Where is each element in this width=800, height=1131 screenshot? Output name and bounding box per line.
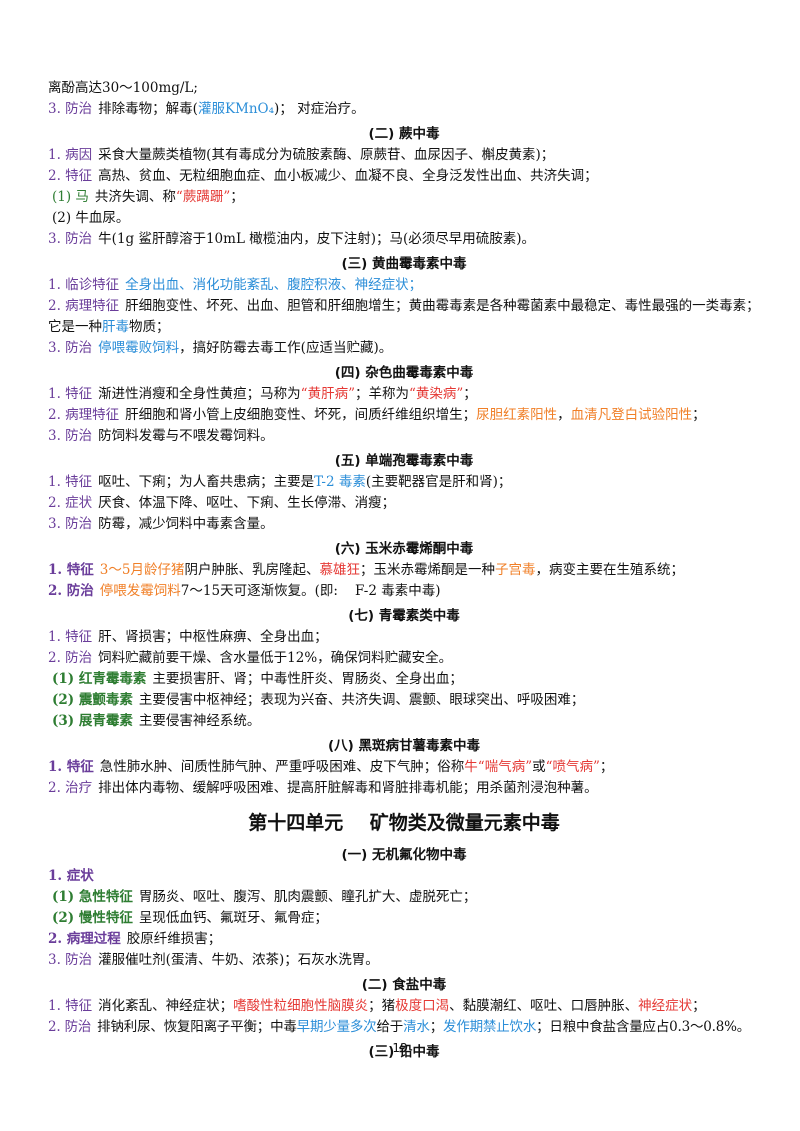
- text-line: 2. 防治 饲料贮藏前要干燥、含水量低于12%，确保饲料贮藏安全。: [48, 650, 453, 666]
- text-line: 1. 特征 肝、肾损害；中枢性麻痹、全身出血；: [48, 629, 328, 645]
- highlight: “蕨蹒跚”: [175, 189, 231, 205]
- section-heading: (四) 杂色曲霉毒素中毒: [334, 365, 474, 381]
- text-line: 1. 特征 渐进性消瘦和全身性黄疸；马称为“黄肝病”；羊称为“黄染病”；: [48, 386, 477, 402]
- item-number: 2. 病理特征: [48, 407, 120, 423]
- text-line: 1. 病因 采食大量蕨类植物(其有毒成分为硫胺素酶、原蕨苷、血尿因子、槲皮黄素)；: [48, 147, 555, 163]
- text-line: (3) 展青霉素 主要侵害神经系统。: [52, 713, 261, 729]
- highlight: 极度口渴: [395, 998, 450, 1014]
- highlight: 3～5月龄仔猪: [99, 562, 185, 578]
- sub-item: (1) 红青霉毒素: [52, 671, 147, 687]
- section-heading: (二) 蕨中毒: [368, 126, 440, 142]
- highlight: “喷气病”: [545, 759, 600, 775]
- highlight: 牛“喘气病”: [464, 759, 533, 775]
- section-heading: (五) 单端孢霉毒素中毒: [334, 453, 474, 469]
- item-number: 3. 防治: [48, 340, 93, 356]
- highlight: 尿胆红素阳性: [476, 407, 558, 423]
- highlight: 早期少量多次: [296, 1019, 377, 1035]
- section-heading: (八) 黑斑病甘薯毒素中毒: [327, 738, 481, 754]
- text-line: 离酚高达30～100mg/L;: [48, 80, 198, 96]
- section-heading: (三) 铅中毒: [368, 1044, 440, 1060]
- item-number: 1. 特征: [48, 759, 94, 775]
- text-line: 2. 病理特征 肝细胞变性、坏死、出血、胆管和肝细胞增生；黄曲霉毒素是各种霉菌素中…: [48, 298, 760, 335]
- document-page: 离酚高达30～100mg/L; 3. 防治 排除毒物；解毒(灌服KMnO₄)； 对…: [48, 78, 760, 1063]
- text-line: 3. 防治 防霉，减少饲料中毒素含量。: [48, 516, 274, 532]
- item-number: 2. 症状: [48, 495, 93, 511]
- item-number: 3. 防治: [48, 516, 93, 532]
- text-line: 1. 症状: [48, 866, 760, 887]
- item-number: 1. 临诊特征: [48, 277, 120, 293]
- highlight: 发作期禁止饮水: [443, 1019, 537, 1035]
- text-line: 2. 病理过程 胶原纤维损害；: [48, 931, 222, 947]
- item-number: 1. 特征: [48, 562, 94, 578]
- text-line: (1) 急性特征 胃肠炎、呕吐、腹泻、肌肉震颤、瞳孔扩大、虚脱死亡；: [52, 889, 477, 905]
- section-heading: (六) 玉米赤霉烯酮中毒: [334, 541, 474, 557]
- text-line: (2) 牛血尿。: [52, 210, 130, 226]
- item-number: 1. 特征: [48, 474, 93, 490]
- text-line: (1) 红青霉毒素 主要损害肝、肾；中毒性肝炎、胃肠炎、全身出血；: [52, 671, 463, 687]
- highlight: 慕雄狂: [319, 562, 360, 578]
- sub-item: (1) 急性特征: [52, 889, 133, 905]
- item-number: 3. 防治: [48, 231, 93, 247]
- highlight: 子宫毒: [494, 562, 536, 578]
- item-number: 1. 特征: [48, 629, 93, 645]
- highlight: 血清凡登白试验阳性: [570, 407, 693, 423]
- item-number: 2. 防治: [48, 1019, 92, 1035]
- page-number: 13: [392, 1041, 408, 1055]
- highlight: 清水: [403, 1019, 430, 1035]
- highlight: 嗜酸性粒细胞性脑膜炎: [233, 998, 369, 1014]
- text-line: 3. 防治 排除毒物；解毒(灌服KMnO₄)； 对症治疗。: [48, 101, 365, 117]
- highlight: 神经症状: [638, 998, 693, 1014]
- item-number: 3. 防治: [48, 101, 93, 117]
- item-number: 2. 病理过程: [48, 931, 121, 947]
- text-line: 3. 防治 防饲料发霉与不喂发霉饲料。: [48, 428, 274, 444]
- text-line: 3. 防治 停喂霉败饲料，搞好防霉去毒工作(应适当贮藏)。: [48, 340, 393, 356]
- highlight: 灌服KMnO₄: [197, 101, 275, 117]
- highlight: 停喂霉败饲料: [98, 340, 180, 356]
- text-line: 2. 治疗 排出体内毒物、缓解呼吸困难、提高肝脏解毒和肾脏排毒机能；用杀菌剂浸泡种…: [48, 780, 598, 796]
- item-number: 3. 防治: [48, 428, 93, 444]
- text-line: (2) 慢性特征 呈现低血钙、氟斑牙、氟骨症；: [52, 910, 328, 926]
- item-number: 1. 特征: [48, 998, 93, 1014]
- text-line: 2. 特征 高热、贫血、无粒细胞血症、血小板减少、血凝不良、全身泛发性出血、共济失…: [48, 168, 598, 184]
- text-line: (2) 震颤毒素 主要侵害中枢神经；表现为兴奋、共济失调、震颤、眼球突出、呼吸困难…: [52, 692, 585, 708]
- item-number: 1. 病因: [48, 147, 93, 163]
- item-number: 1. 症状: [48, 868, 94, 884]
- text-line: 3. 防治 牛(1g 鲨肝醇溶于10mL 橄榄油内，皮下注射)；马(必须尽早用硫胺…: [48, 231, 535, 247]
- text-line: 3. 防治 灌服催吐剂(蛋清、牛奶、浓茶)；石灰水洗胃。: [48, 952, 379, 968]
- sub-item: (1) 马: [52, 189, 89, 205]
- item-number: 3. 防治: [48, 952, 93, 968]
- text-line: 2. 症状 厌食、体温下降、呕吐、下痢、生长停滞、消瘦；: [48, 495, 396, 511]
- unit-title: 第十四单元 矿物类及微量元素中毒: [248, 812, 560, 834]
- text-line: 1. 特征 呕吐、下痢；为人畜共患病；主要是T-2 毒素(主要靶器官是肝和肾)；: [48, 474, 512, 490]
- highlight: “黄肝病”: [300, 386, 355, 402]
- text-line: 1. 特征 急性肺水肿、间质性肺气肿、严重呼吸困难、皮下气肿；俗称牛“喘气病”或“…: [48, 759, 614, 775]
- item-number: 2. 病理特征: [48, 298, 120, 314]
- item-number: 2. 防治: [48, 583, 94, 599]
- section-heading: (一) 无机氟化物中毒: [341, 847, 467, 863]
- item-number: 2. 治疗: [48, 780, 93, 796]
- text-line: 1. 临诊特征 全身出血、消化功能紊乱、腹腔积液、神经症状；: [48, 275, 760, 296]
- highlight: “黄染病”: [408, 386, 464, 402]
- item-number: 1. 特征: [48, 386, 93, 402]
- sub-item: (2) 震颤毒素: [52, 692, 133, 708]
- section-heading: (二) 食盐中毒: [361, 977, 447, 993]
- item-number: 2. 防治: [48, 650, 93, 666]
- text-line: (1) 马共济失调、称“蕨蹒跚”；: [52, 189, 244, 205]
- highlight: 停喂发霉饲料: [99, 583, 181, 599]
- sub-item: (2) 慢性特征: [52, 910, 133, 926]
- sub-item: (3) 展青霉素: [52, 713, 133, 729]
- text-line: 2. 病理特征 肝细胞和肾小管上皮细胞变性、坏死，间质纤维组织增生；尿胆红素阳性，…: [48, 407, 706, 423]
- section-heading: (三) 黄曲霉毒素中毒: [341, 256, 467, 272]
- text-line: 2. 防治 停喂发霉饲料7～15天可逐渐恢复。(即: F-2 毒素中毒): [48, 583, 441, 599]
- highlight: T-2 毒素: [314, 474, 366, 490]
- text-line: 1. 特征 消化紊乱、神经症状；嗜酸性粒细胞性脑膜炎；猪极度口渴、黏膜潮红、呕吐、…: [48, 998, 706, 1014]
- item-number: 2. 特征: [48, 168, 93, 184]
- highlight: 全身出血、消化功能紊乱、腹腔积液、神经症状；: [125, 277, 423, 293]
- highlight: 肝毒: [102, 319, 129, 335]
- section-heading: (七) 青霉素类中毒: [348, 608, 460, 624]
- text-line: 2. 防治 排钠利尿、恢复阳离子平衡；中毒早期少量多次给于清水；发作期禁止饮水；日…: [48, 1019, 751, 1035]
- text-line: 1. 特征 3～5月龄仔猪阴户肿胀、乳房隆起、慕雄狂；玉米赤霉烯酮是一种子宫毒，病…: [48, 562, 684, 578]
